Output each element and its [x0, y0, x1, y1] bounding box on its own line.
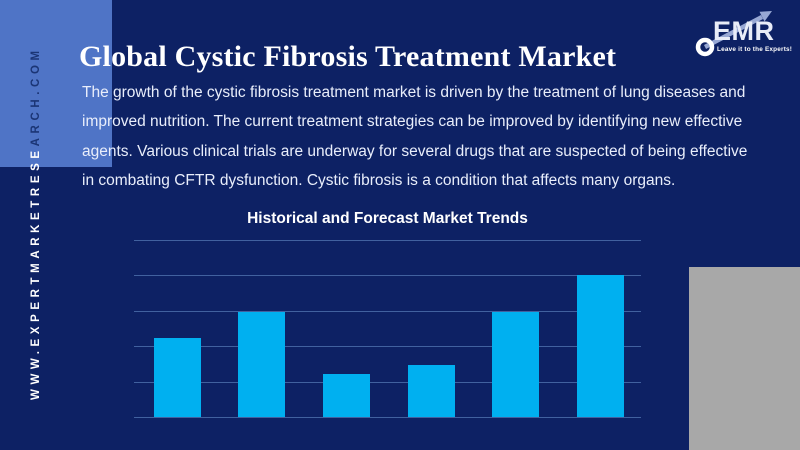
chart-gridline — [134, 240, 641, 241]
paragraph-line-2: improved nutrition. The current treatmen… — [82, 113, 743, 131]
website-text-lower: WWW.EXPERTMARKETRESE — [30, 146, 42, 400]
chart-title: Historical and Forecast Market Trends — [247, 210, 528, 227]
logo-tagline: Leave it to the Experts! — [717, 46, 793, 53]
chart-bar-5 — [492, 311, 540, 417]
paragraph-line-4: in combating CFTR dysfunction. Cystic fi… — [82, 172, 676, 190]
emr-logo: EMR Leave it to the Experts! — [688, 6, 798, 58]
chart-bar-2 — [238, 311, 286, 417]
gray-panel — [689, 267, 800, 450]
bar-chart — [134, 240, 641, 418]
chart-gridline — [134, 381, 641, 383]
chart-bar-6 — [577, 275, 624, 417]
growth-arrow-head — [759, 11, 772, 22]
paragraph-line-1: The growth of the cystic fibrosis treatm… — [82, 84, 746, 101]
website-text-upper: ARCH.COM — [30, 46, 42, 147]
chart-gridline — [134, 310, 641, 312]
chart-bar-1 — [153, 338, 201, 417]
chart-gridline — [134, 346, 641, 348]
sidebar-website-text: WWW.EXPERTMARKETRESEARCH.COM — [30, 46, 42, 400]
chart-bar-3 — [322, 374, 370, 417]
logo-ring-icon — [695, 37, 715, 57]
paragraph-line-3: agents. Various clinical trials are unde… — [82, 142, 748, 160]
description-paragraph: The growth of the cystic fibrosis treatm… — [82, 78, 772, 196]
page-title: Global Cystic Fibrosis Treatment Market — [79, 40, 617, 73]
chart-gridline — [134, 417, 641, 418]
logo-wordmark: EMR — [713, 16, 775, 46]
chart-bar-4 — [407, 364, 455, 417]
chart-gridline — [134, 275, 641, 277]
growth-arrow-line — [703, 15, 764, 49]
logo-graphics — [695, 11, 772, 57]
sidebar-accent-box — [0, 0, 112, 167]
